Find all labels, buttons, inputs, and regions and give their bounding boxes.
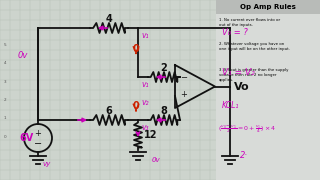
Text: 0v: 0v <box>152 157 161 163</box>
Text: vy: vy <box>42 161 50 167</box>
Text: +: + <box>35 129 41 138</box>
Bar <box>216 0 320 14</box>
Text: 1: 1 <box>4 116 6 120</box>
Text: 4: 4 <box>106 14 112 24</box>
Text: Op Amp Rules: Op Amp Rules <box>240 4 296 10</box>
Text: V₁ = V₂: V₁ = V₂ <box>222 68 255 76</box>
Bar <box>216 0 320 180</box>
Text: 3. If Vout is greater than the supply
voltage then rule 2 no longer
applies.: 3. If Vout is greater than the supply vo… <box>219 68 288 82</box>
Text: 12: 12 <box>144 130 157 140</box>
Text: v₃: v₃ <box>141 123 148 132</box>
Text: 4: 4 <box>4 61 6 65</box>
Text: 2·: 2· <box>240 150 248 159</box>
Text: $(\frac{v_0 - v_1}{2} = 0 + \frac{v_1}{4}) \times 4$: $(\frac{v_0 - v_1}{2} = 0 + \frac{v_1}{4… <box>218 124 276 136</box>
Text: v₁: v₁ <box>141 80 148 89</box>
Text: v₂: v₂ <box>141 98 148 107</box>
Text: 0: 0 <box>4 135 6 139</box>
Text: 6: 6 <box>106 106 112 116</box>
Text: 0: 0 <box>132 44 140 53</box>
Text: 5: 5 <box>4 43 6 47</box>
Text: Vo: Vo <box>234 82 250 91</box>
Text: 2: 2 <box>161 63 167 73</box>
Text: −: − <box>34 139 42 149</box>
Text: 2. Whatever voltage you have on
one input will be on the other input.: 2. Whatever voltage you have on one inpu… <box>219 42 290 51</box>
Text: V₀ = ?: V₀ = ? <box>222 28 248 37</box>
Text: 8: 8 <box>161 106 167 116</box>
Text: KCL₁: KCL₁ <box>222 100 239 109</box>
Text: 0v: 0v <box>18 51 28 60</box>
Text: −: − <box>180 74 187 83</box>
Text: 3: 3 <box>4 80 6 84</box>
Text: 0: 0 <box>132 101 140 111</box>
Text: +: + <box>180 91 187 100</box>
Text: 6V: 6V <box>20 133 34 143</box>
Text: 1. No current ever flows into or
out of the inputs.: 1. No current ever flows into or out of … <box>219 18 280 27</box>
Text: v₁: v₁ <box>141 31 148 40</box>
Text: 2: 2 <box>4 98 6 102</box>
